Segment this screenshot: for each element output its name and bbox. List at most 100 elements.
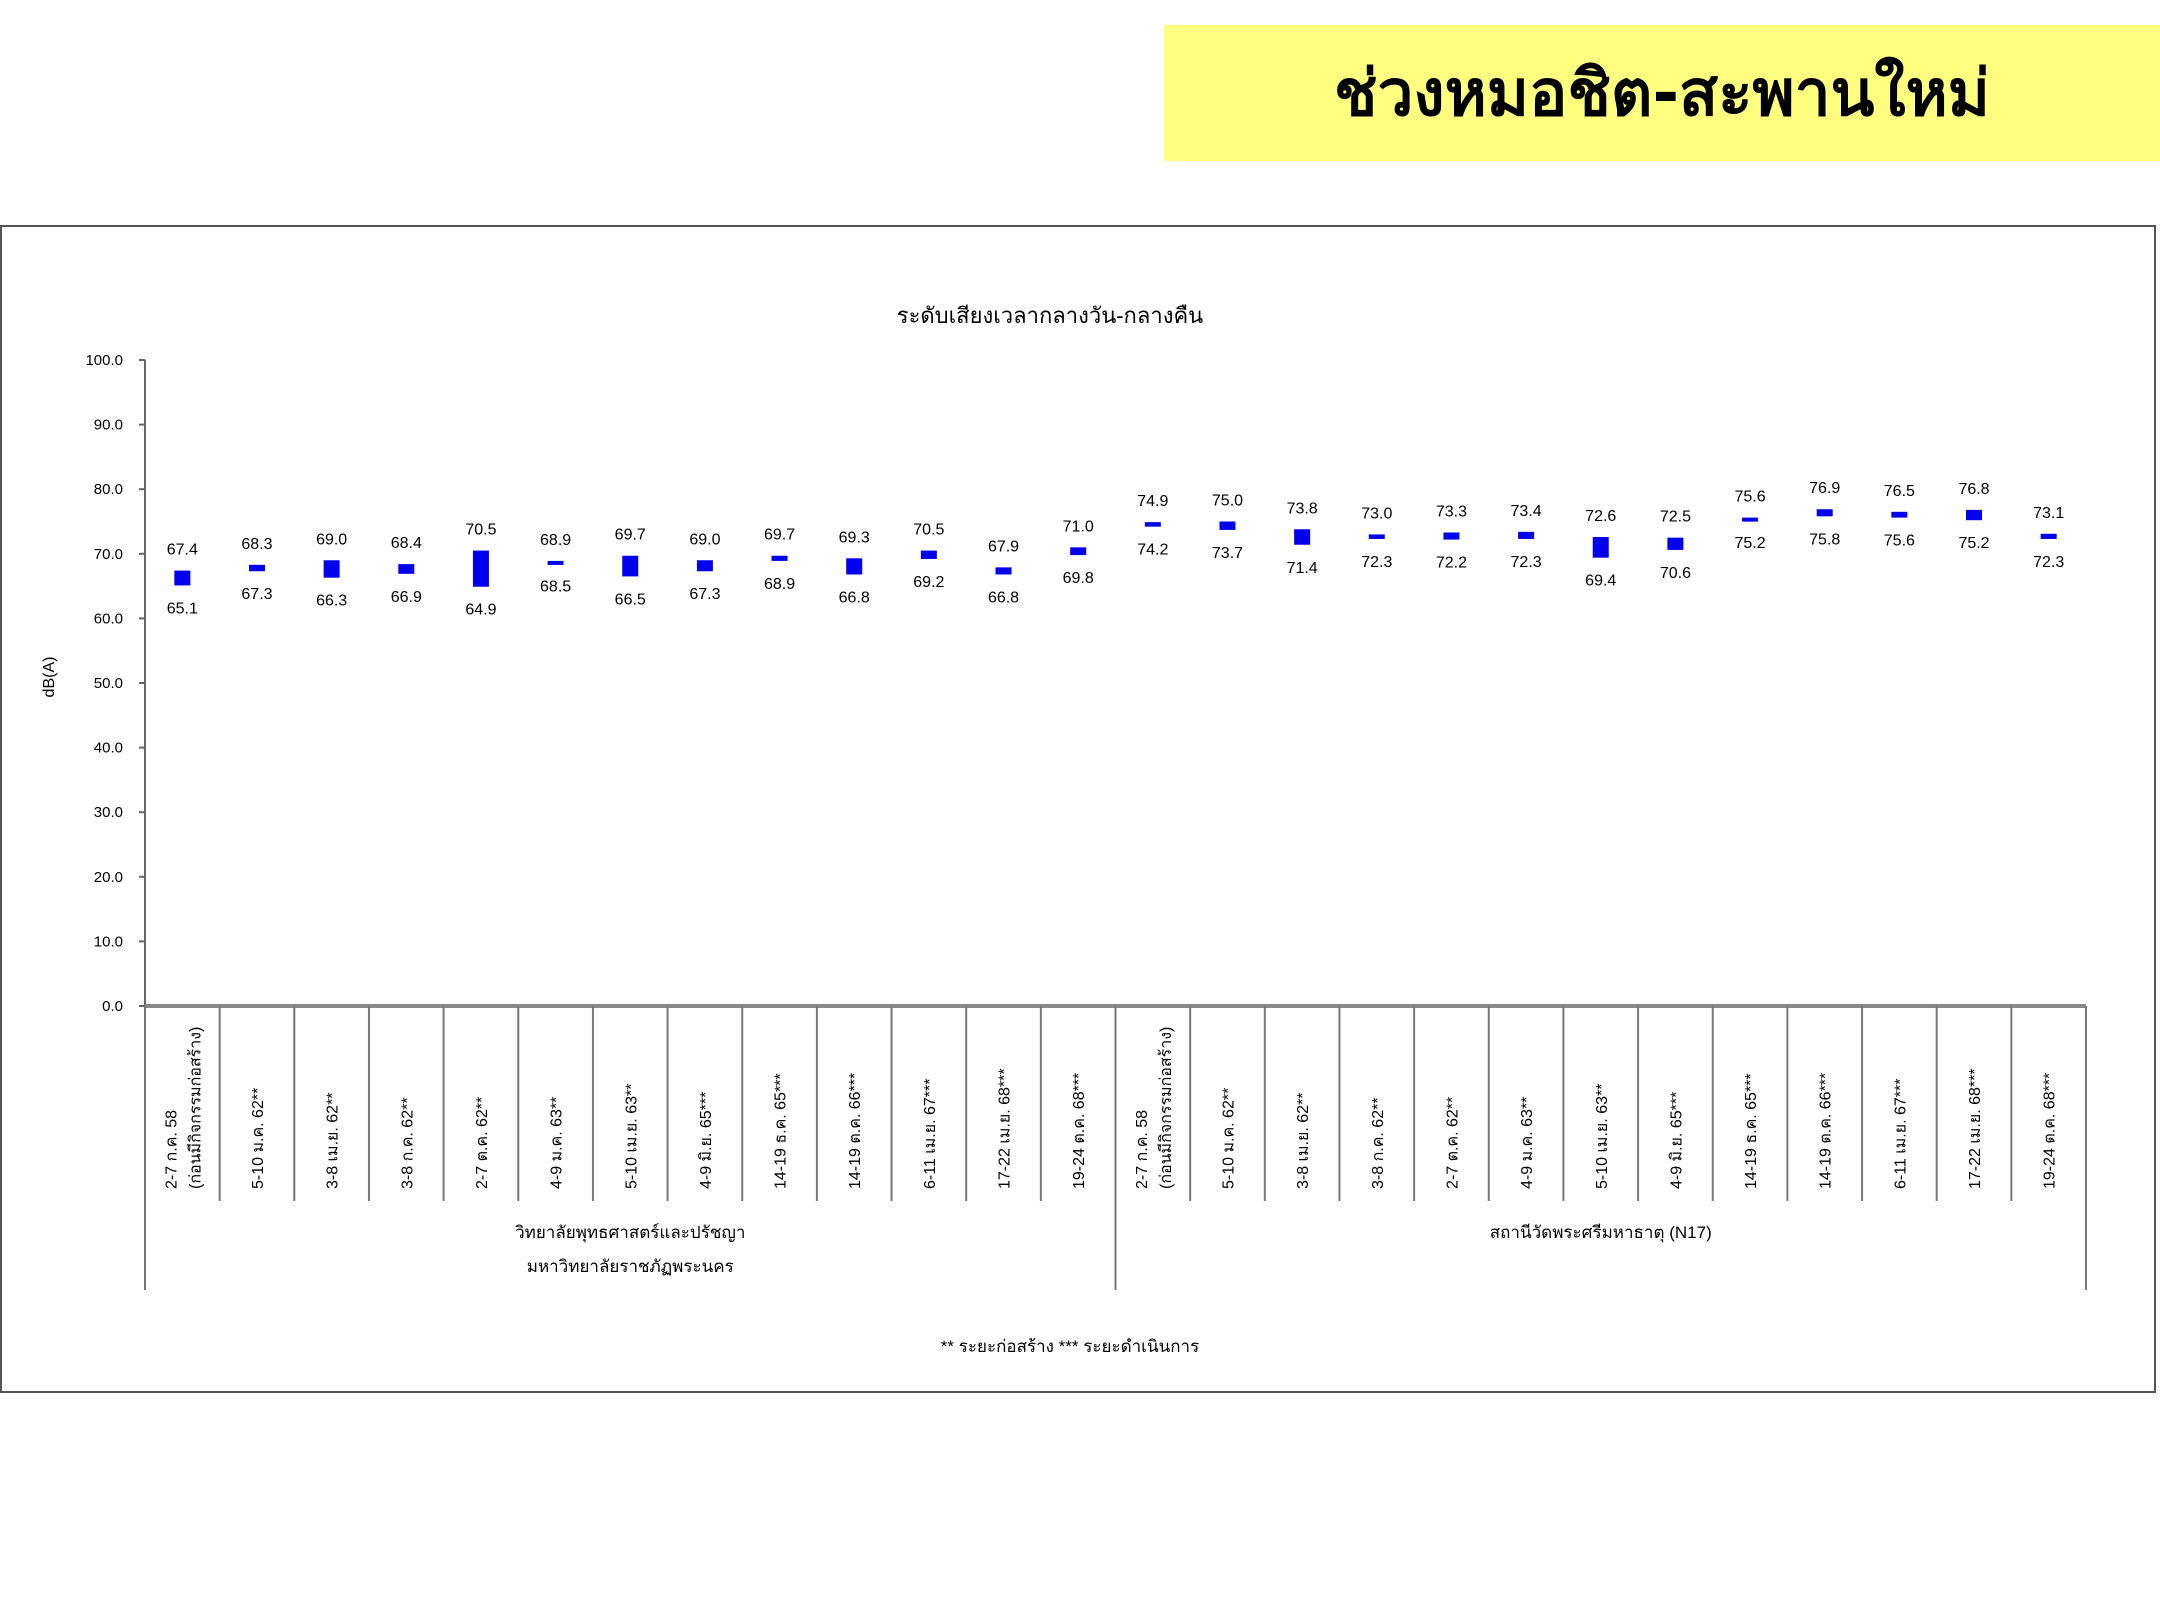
high-value-label: 68.4 xyxy=(391,535,422,552)
low-value-label: 72.3 xyxy=(2033,554,2064,571)
high-value-label: 76.9 xyxy=(1809,480,1840,497)
range-bar xyxy=(2040,533,2057,539)
category-label: 2-7 ต.ค. 62** xyxy=(1444,1097,1461,1189)
category-label: (ก่อนมีกิจกรรมก่อสร้าง) xyxy=(186,1027,204,1189)
range-bar xyxy=(1368,534,1385,539)
range-bar xyxy=(1966,509,1983,521)
high-value-label: 69.7 xyxy=(615,527,646,544)
range-bar xyxy=(248,564,265,572)
low-value-label: 67.3 xyxy=(241,586,272,603)
high-value-label: 73.1 xyxy=(2033,505,2064,522)
category-label: (ก่อนมีกิจกรรมก่อสร้าง) xyxy=(1157,1027,1175,1189)
y-tick-label: 10.0 xyxy=(94,933,123,950)
category-label: 17-22 เม.ย. 68*** xyxy=(1967,1068,1984,1189)
category-label: 14-19 ธ.ค. 65*** xyxy=(1743,1073,1760,1189)
high-value-label: 69.7 xyxy=(764,527,795,544)
range-bar xyxy=(1518,531,1535,539)
category-label: 6-11 เม.ย. 67*** xyxy=(1892,1079,1909,1189)
high-value-label: 73.8 xyxy=(1287,500,1318,517)
low-value-label: 73.7 xyxy=(1212,545,1243,562)
y-tick-label: 90.0 xyxy=(94,417,123,434)
high-value-label: 70.5 xyxy=(465,522,496,539)
low-value-label: 75.8 xyxy=(1809,531,1840,548)
legend-note: ** ระยะก่อสร้าง *** ระยะดำเนินการ xyxy=(941,1337,1199,1356)
category-label: 6-11 เม.ย. 67*** xyxy=(922,1079,939,1189)
high-value-label: 76.5 xyxy=(1884,483,1915,500)
high-value-label: 72.6 xyxy=(1585,508,1616,525)
y-tick-label: 100.0 xyxy=(85,352,123,369)
category-label: 3-8 เม.ย. 62** xyxy=(325,1092,342,1189)
high-value-label: 70.5 xyxy=(913,522,944,539)
high-value-label: 73.3 xyxy=(1436,503,1467,520)
high-value-label: 67.9 xyxy=(988,538,1019,555)
y-tick-label: 0.0 xyxy=(102,998,123,1015)
category-label: 4-9 มิ.ย. 65*** xyxy=(1668,1092,1685,1189)
range-bar xyxy=(846,558,863,575)
high-value-label: 69.3 xyxy=(839,529,870,546)
y-tick-label: 70.0 xyxy=(94,546,123,563)
page-title: ช่วงหมอชิต-สะพานใหม่ xyxy=(1334,57,1990,131)
category-label: 5-10 เม.ย. 63** xyxy=(623,1084,640,1189)
category-label: 4-9 ม.ค. 63** xyxy=(549,1097,566,1189)
category-label: 17-22 เม.ย. 68*** xyxy=(997,1068,1014,1189)
high-value-label: 75.6 xyxy=(1734,489,1765,506)
range-bar xyxy=(1592,537,1609,558)
low-value-label: 74.2 xyxy=(1137,542,1168,559)
y-tick-label: 60.0 xyxy=(94,610,123,627)
high-value-label: 73.4 xyxy=(1511,503,1542,520)
category-label: 14-19 ต.ค. 66*** xyxy=(847,1073,864,1189)
high-value-label: 71.0 xyxy=(1063,518,1094,535)
low-value-label: 72.3 xyxy=(1361,554,1392,571)
low-value-label: 69.4 xyxy=(1585,573,1616,590)
high-value-label: 73.0 xyxy=(1361,505,1392,522)
range-bar xyxy=(547,560,564,565)
high-value-label: 69.0 xyxy=(316,531,347,548)
low-value-label: 66.3 xyxy=(316,593,347,610)
category-label: 5-10 เม.ย. 63** xyxy=(1594,1084,1611,1189)
low-value-label: 70.6 xyxy=(1660,565,1691,582)
low-value-label: 68.9 xyxy=(764,576,795,593)
category-label: 3-8 ก.ค. 62** xyxy=(399,1097,416,1189)
page-title-banner: ช่วงหมอชิต-สะพานใหม่ xyxy=(1164,25,2160,161)
chart-title: ระดับเสียงเวลากลางวัน-กลางคืน xyxy=(897,303,1203,328)
group-label: วิทยาลัยพุทธศาสตร์และปรัชญา xyxy=(515,1223,746,1243)
low-value-label: 66.8 xyxy=(988,589,1019,606)
low-value-label: 71.4 xyxy=(1287,560,1318,577)
category-label: 4-9 มิ.ย. 65*** xyxy=(698,1092,715,1189)
high-value-label: 67.4 xyxy=(167,542,198,559)
range-bar xyxy=(1891,511,1908,518)
category-label: 3-8 เม.ย. 62** xyxy=(1295,1092,1312,1189)
y-tick-label: 80.0 xyxy=(94,481,123,498)
high-value-label: 75.0 xyxy=(1212,493,1243,510)
high-value-label: 69.0 xyxy=(689,531,720,548)
low-value-label: 64.9 xyxy=(465,602,496,619)
range-bar xyxy=(1144,522,1161,527)
range-bar xyxy=(1742,517,1759,522)
category-label: 5-10 ม.ค. 62** xyxy=(250,1088,267,1189)
range-bar xyxy=(472,550,489,587)
category-label: 19-24 ต.ค. 68*** xyxy=(1071,1073,1088,1189)
range-bar xyxy=(174,570,191,586)
low-value-label: 75.6 xyxy=(1884,533,1915,550)
range-bar xyxy=(398,564,415,574)
high-value-label: 72.5 xyxy=(1660,509,1691,526)
low-value-label: 66.5 xyxy=(615,591,646,608)
category-label: 4-9 ม.ค. 63** xyxy=(1519,1097,1536,1189)
low-value-label: 68.5 xyxy=(540,578,571,595)
range-bar xyxy=(771,555,788,561)
low-value-label: 69.8 xyxy=(1063,570,1094,587)
range-bar xyxy=(1294,529,1311,545)
category-label: 2-7 ก.ค. 58 xyxy=(1134,1110,1151,1189)
range-bar xyxy=(920,550,937,559)
range-bar xyxy=(1667,537,1684,550)
high-value-label: 76.8 xyxy=(1958,481,1989,498)
range-bar xyxy=(995,567,1012,575)
y-tick-label: 20.0 xyxy=(94,869,123,886)
category-label: 19-24 ต.ค. 68*** xyxy=(2042,1073,2059,1189)
category-label: 2-7 ต.ค. 62** xyxy=(474,1097,491,1189)
category-label: 3-8 ก.ค. 62** xyxy=(1370,1097,1387,1189)
range-bar xyxy=(323,560,340,578)
low-value-label: 75.2 xyxy=(1958,535,1989,552)
range-bar xyxy=(622,555,639,577)
category-label: 14-19 ธ.ค. 65*** xyxy=(773,1073,790,1189)
